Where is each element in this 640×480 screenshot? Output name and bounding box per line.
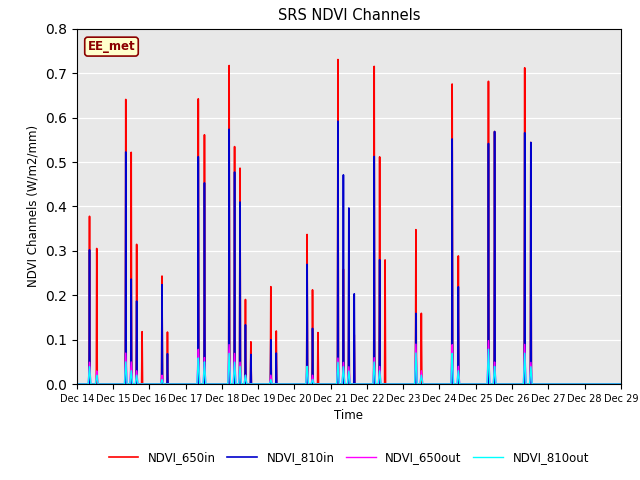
X-axis label: Time: Time	[334, 409, 364, 422]
Line: NDVI_650in: NDVI_650in	[77, 60, 621, 384]
NDVI_810out	[617, 381, 625, 387]
NDVI_650in	[419, 381, 426, 387]
NDVI_810in	[617, 381, 625, 387]
NDVI_810out	[270, 381, 278, 387]
NDVI_810out	[73, 381, 81, 387]
NDVI_650out	[506, 381, 513, 387]
NDVI_650out	[617, 381, 625, 387]
NDVI_810in	[334, 118, 342, 124]
NDVI_810out	[419, 380, 426, 385]
NDVI_650in	[395, 381, 403, 387]
NDVI_650in	[270, 381, 278, 387]
NDVI_810in	[73, 381, 81, 387]
Title: SRS NDVI Channels: SRS NDVI Channels	[278, 9, 420, 24]
NDVI_810out	[476, 381, 484, 387]
NDVI_650out	[395, 381, 403, 387]
NDVI_810out	[506, 381, 513, 387]
Legend: NDVI_650in, NDVI_810in, NDVI_650out, NDVI_810out: NDVI_650in, NDVI_810in, NDVI_650out, NDV…	[104, 447, 594, 469]
NDVI_650in	[100, 381, 108, 387]
NDVI_810in	[476, 381, 484, 387]
NDVI_810in	[100, 381, 108, 387]
NDVI_810in	[506, 381, 513, 387]
NDVI_650out	[100, 381, 108, 387]
NDVI_650out	[73, 381, 81, 387]
Line: NDVI_650out: NDVI_650out	[77, 341, 621, 384]
NDVI_650in	[476, 381, 484, 387]
NDVI_650in	[73, 381, 81, 387]
NDVI_810out	[484, 347, 492, 352]
Y-axis label: NDVI Channels (W/m2/mm): NDVI Channels (W/m2/mm)	[26, 125, 40, 288]
NDVI_650in	[617, 381, 625, 387]
NDVI_650in	[334, 57, 342, 62]
NDVI_650out	[270, 381, 278, 387]
NDVI_810in	[395, 381, 403, 387]
NDVI_650in	[506, 381, 513, 387]
NDVI_810in	[419, 381, 426, 387]
Text: EE_met: EE_met	[88, 40, 135, 53]
NDVI_650out	[476, 381, 484, 387]
Line: NDVI_810out: NDVI_810out	[77, 349, 621, 384]
NDVI_650out	[484, 338, 492, 344]
NDVI_810out	[395, 381, 403, 387]
NDVI_650out	[419, 379, 426, 384]
Line: NDVI_810in: NDVI_810in	[77, 121, 621, 384]
NDVI_810out	[100, 381, 108, 387]
NDVI_810in	[270, 381, 278, 387]
